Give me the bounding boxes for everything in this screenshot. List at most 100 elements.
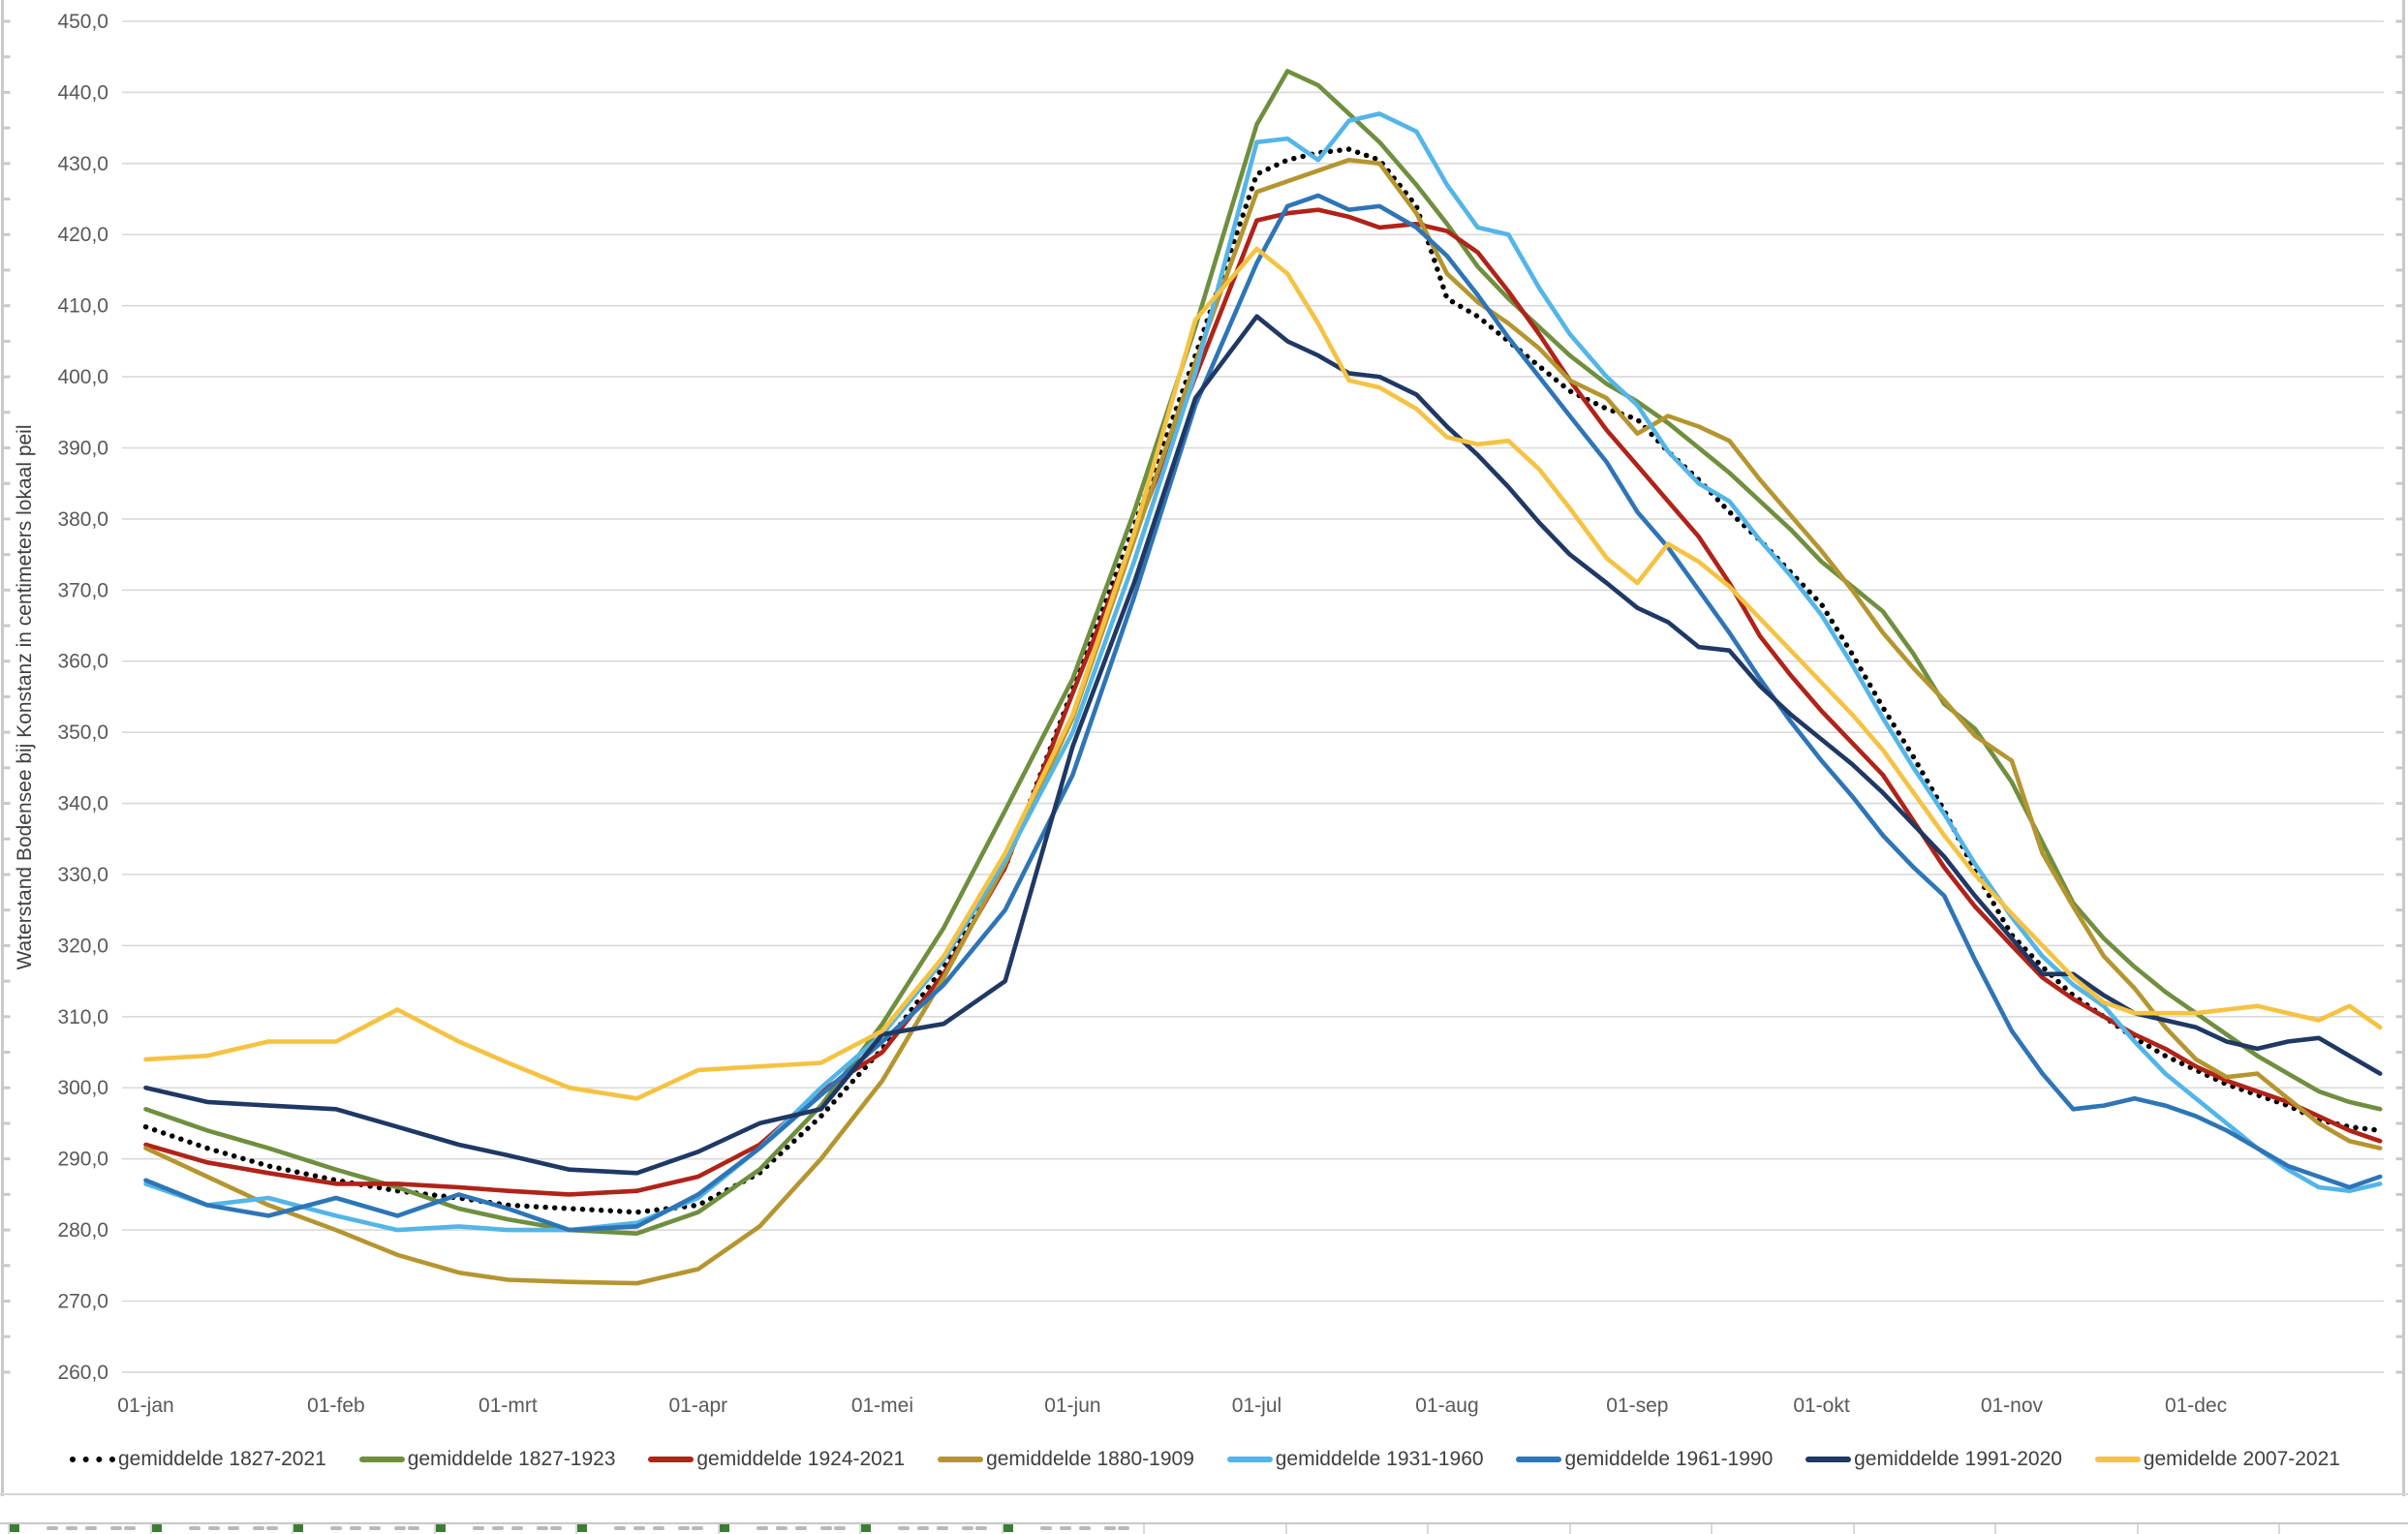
legend-item-7[interactable]: gemiddelde 1991-2020 bbox=[1806, 1448, 2062, 1471]
y-tick-label: 350,0 bbox=[57, 721, 108, 744]
cell-text-fragment bbox=[1059, 1526, 1071, 1530]
cell-flag-icon bbox=[435, 1524, 446, 1532]
y-tick-label: 310,0 bbox=[57, 1006, 108, 1028]
sheet-cell-fragment bbox=[1711, 1524, 1855, 1534]
legend-item-8[interactable]: gemidelde 2007-2021 bbox=[2094, 1448, 2340, 1471]
y-tick-label: 440,0 bbox=[57, 81, 108, 104]
cell-flag-icon bbox=[151, 1524, 162, 1532]
x-tick-label: 01-feb bbox=[307, 1395, 365, 1417]
cell-text-fragment bbox=[678, 1526, 690, 1530]
cell-text-fragment bbox=[265, 1526, 278, 1530]
cell-text-fragment bbox=[46, 1526, 58, 1530]
series-line-gemiddelde-1924-2021[interactable] bbox=[143, 207, 2383, 1197]
legend-item-2[interactable]: gemiddelde 1827-1923 bbox=[358, 1448, 616, 1471]
cell-flag-icon bbox=[1003, 1524, 1013, 1532]
cell-flag-icon bbox=[293, 1524, 303, 1532]
legend-label: gemiddelde 1961-1990 bbox=[1564, 1448, 1774, 1470]
cell-text-fragment bbox=[252, 1526, 264, 1530]
y-tick-label: 280,0 bbox=[57, 1219, 108, 1242]
cell-text-fragment bbox=[633, 1526, 645, 1530]
cell-text-fragment bbox=[110, 1526, 122, 1530]
sheet-cell-fragment bbox=[433, 1524, 578, 1534]
sheet-cell-fragment bbox=[1568, 1524, 1713, 1534]
cell-text-fragment bbox=[794, 1526, 807, 1530]
cell-text-fragment bbox=[408, 1526, 419, 1530]
legend-item-5[interactable]: gemiddelde 1931-1960 bbox=[1226, 1448, 1484, 1471]
legend-item-3[interactable]: gemiddelde 1924-2021 bbox=[648, 1448, 905, 1471]
cell-text-fragment bbox=[692, 1526, 703, 1530]
series-line-gemiddelde-1880-1909[interactable] bbox=[143, 157, 2383, 1286]
legend-marker-icon bbox=[358, 1457, 405, 1462]
sheet-cell-fragment bbox=[575, 1524, 720, 1534]
y-tick-label: 380,0 bbox=[57, 508, 108, 531]
y-tick-label: 390,0 bbox=[57, 437, 108, 459]
cell-flag-icon bbox=[861, 1524, 871, 1532]
cut-off-cell-row bbox=[0, 1522, 2408, 1534]
cell-text-fragment bbox=[775, 1526, 787, 1530]
sheet-cell-fragment bbox=[1994, 1524, 2139, 1534]
cell-text-fragment bbox=[394, 1526, 406, 1530]
cell-text-fragment bbox=[962, 1526, 973, 1530]
y-tick-label: 420,0 bbox=[57, 224, 108, 246]
cell-text-fragment bbox=[975, 1526, 987, 1530]
series-line-gemiddelde-1931-1960[interactable] bbox=[143, 111, 2383, 1233]
series-line-gemiddelde-1991-2020[interactable] bbox=[143, 314, 2383, 1176]
y-tick-label: 260,0 bbox=[57, 1362, 108, 1384]
series-line-gemiddelde-1961-1990[interactable] bbox=[143, 193, 2383, 1233]
x-tick-label: 01-mrt bbox=[479, 1395, 538, 1417]
legend-label: gemiddelde 1880-1909 bbox=[986, 1448, 1194, 1470]
y-axis-title: Waterstand Bodensee bij Konstanz in cent… bbox=[14, 424, 36, 970]
y-tick-label: 300,0 bbox=[57, 1077, 108, 1099]
legend-label: gemiddelde 1931-1960 bbox=[1275, 1448, 1484, 1470]
y-tick-label: 430,0 bbox=[57, 153, 108, 175]
cell-text-fragment bbox=[898, 1526, 910, 1530]
cell-text-fragment bbox=[330, 1526, 342, 1530]
legend-item-1[interactable]: gemiddelde 1827-2021 bbox=[70, 1448, 326, 1471]
cell-text-fragment bbox=[369, 1526, 381, 1530]
y-tick-label: 400,0 bbox=[57, 366, 108, 388]
cell-text-fragment bbox=[833, 1526, 846, 1530]
legend-marker-icon bbox=[2094, 1457, 2141, 1462]
cell-text-fragment bbox=[207, 1526, 220, 1530]
legend-label: gemiddelde 1827-1923 bbox=[407, 1448, 616, 1470]
legend-item-6[interactable]: gemiddelde 1961-1990 bbox=[1516, 1448, 1773, 1471]
legend-marker-icon bbox=[1516, 1457, 1562, 1462]
cell-text-fragment bbox=[491, 1526, 504, 1530]
x-tick-label: 01-jul bbox=[1232, 1395, 1281, 1417]
series-line-gemiddelde-1827-1923[interactable] bbox=[143, 69, 2383, 1236]
cell-text-fragment bbox=[1078, 1526, 1091, 1530]
cell-text-fragment bbox=[614, 1526, 626, 1530]
legend-marker-icon bbox=[1806, 1457, 1852, 1462]
cell-text-fragment bbox=[124, 1526, 136, 1530]
cell-flag-icon bbox=[10, 1524, 19, 1532]
cell-text-fragment bbox=[1103, 1526, 1116, 1530]
cell-text-fragment bbox=[66, 1526, 77, 1530]
sheet-cell-fragment bbox=[1427, 1524, 1571, 1534]
cell-text-fragment bbox=[536, 1526, 548, 1530]
cell-text-fragment bbox=[937, 1526, 948, 1530]
y-tick-label: 360,0 bbox=[57, 651, 108, 673]
sheet-cell-fragment bbox=[2278, 1524, 2408, 1534]
sheet-cell-fragment bbox=[292, 1524, 436, 1534]
legend-label: gemiddelde 1924-2021 bbox=[696, 1448, 906, 1470]
x-tick-label: 01-nov bbox=[1981, 1395, 2044, 1417]
x-tick-label: 01-okt bbox=[1793, 1395, 1850, 1417]
x-tick-label: 01-apr bbox=[668, 1395, 727, 1417]
y-tick-label: 290,0 bbox=[57, 1149, 108, 1171]
sheet-cell-fragment bbox=[1284, 1524, 1430, 1534]
sheet-cell-fragment bbox=[8, 1524, 152, 1534]
cell-text-fragment bbox=[350, 1526, 361, 1530]
cell-text-fragment bbox=[917, 1526, 929, 1530]
sheet-cell-fragment bbox=[1001, 1524, 1146, 1534]
cell-text-fragment bbox=[510, 1526, 523, 1530]
legend-label: gemiddelde 1991-2020 bbox=[1854, 1448, 2062, 1470]
series-line-gemidelde-2007-2021[interactable] bbox=[143, 246, 2383, 1101]
legend-item-4[interactable]: gemiddelde 1880-1909 bbox=[938, 1448, 1194, 1471]
cell-flag-icon bbox=[577, 1524, 587, 1532]
cell-text-fragment bbox=[227, 1526, 239, 1530]
x-tick-label: 01-jan bbox=[117, 1395, 173, 1417]
sheet-cell-fragment bbox=[859, 1524, 1003, 1534]
y-tick-label: 340,0 bbox=[57, 793, 108, 815]
cell-text-fragment bbox=[472, 1526, 484, 1530]
